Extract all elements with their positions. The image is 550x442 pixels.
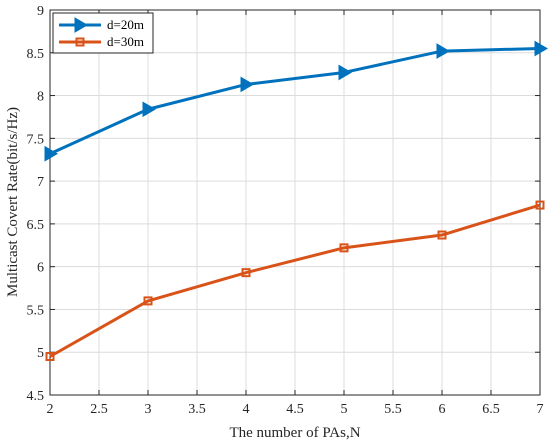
data-point-marker — [241, 268, 251, 278]
data-point-marker — [436, 43, 450, 59]
x-tick-label: 3 — [145, 402, 152, 417]
legend-label: d=30m — [107, 34, 144, 49]
data-point-marker — [45, 352, 55, 361]
y-tick-label: 6.5 — [27, 218, 45, 233]
y-tick-label: 5 — [37, 346, 44, 361]
data-point-marker — [535, 200, 545, 210]
x-tick-label: 6.5 — [482, 402, 500, 417]
legend: d=20m d=30m — [52, 12, 154, 54]
y-tick-label: 4.5 — [27, 389, 45, 404]
data-point-marker — [534, 40, 548, 57]
y-tick-label: 5.5 — [27, 303, 45, 318]
x-tick-label: 4 — [243, 402, 250, 417]
data-point-marker — [44, 145, 58, 162]
x-tick-label: 2.5 — [90, 402, 108, 417]
x-tick-label: 5 — [341, 402, 348, 417]
data-point-marker — [240, 76, 254, 93]
legend-label: d=20m — [107, 17, 144, 32]
x-tick-label: 3.5 — [188, 402, 206, 417]
data-point-marker — [143, 296, 153, 306]
legend-marker — [74, 17, 88, 33]
y-tick-label: 9 — [37, 4, 44, 19]
y-tick-label: 8.5 — [27, 47, 45, 62]
x-tick-label: 4.5 — [286, 402, 304, 417]
y-axis-title: Multicast Covert Rate(bit/s/Hz) — [5, 107, 21, 297]
x-axis-title: The number of PAs,N — [229, 425, 360, 441]
series-line — [49, 47, 541, 156]
x-tick-label: 7 — [537, 402, 544, 417]
y-tick-label: 6 — [37, 261, 44, 276]
data-point-marker — [437, 230, 447, 240]
x-tick-label: 5.5 — [384, 402, 402, 417]
series-2 — [45, 200, 545, 361]
legend-entry: d=30m — [59, 34, 144, 49]
x-tick-label: 6 — [439, 402, 446, 417]
y-tick-label: 7 — [37, 175, 44, 190]
y-tick-label: 7.5 — [27, 132, 45, 147]
series-layer — [44, 40, 548, 361]
data-point-marker — [142, 101, 156, 118]
legend-box — [52, 12, 154, 54]
ticks: 2 2.5 3 3.5 4 4.5 5 5.5 6 6.5 7 4.5 5 5.5 6 6.5 7 7.5 8 8.5… — [27, 4, 544, 417]
data-point-marker — [339, 243, 349, 253]
legend-entry: d=20m — [59, 17, 144, 33]
y-tick-label: 8 — [37, 90, 44, 105]
series-1 — [44, 40, 548, 162]
x-tick-label: 2 — [47, 402, 54, 417]
legend-marker — [75, 37, 85, 47]
data-point-marker — [338, 64, 352, 81]
series-line — [49, 203, 541, 358]
